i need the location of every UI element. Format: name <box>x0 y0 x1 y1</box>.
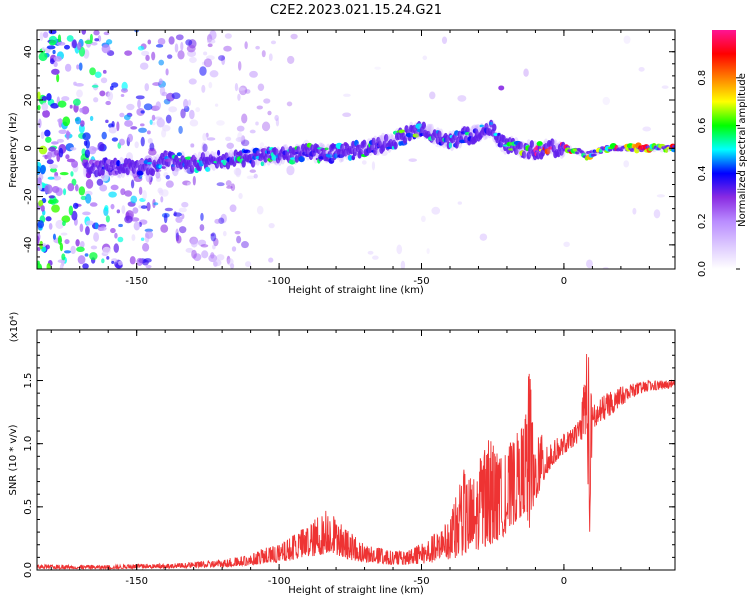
x-tick-label: -100 <box>268 276 291 287</box>
x-tick-label: -100 <box>268 576 291 587</box>
snr-x-ticks: -150 -100 -50 0 <box>50 330 650 587</box>
x-tick-label: 0 <box>561 276 567 287</box>
spectrogram-x-label: Height of straight line (km) <box>288 285 424 296</box>
y-tick-label: -40 <box>23 237 34 253</box>
x-tick-label: -150 <box>125 276 148 287</box>
snr-x-label: Height of straight line (km) <box>288 585 424 596</box>
chart-title: C2E2.2023.021.15.24.G21 <box>270 3 442 18</box>
colorbar-label: Normalized spectral amplitude <box>737 73 748 227</box>
spectrogram-y-label: Frequency (Hz) <box>8 112 19 188</box>
snr-scale-note: (x10⁴) <box>9 312 20 343</box>
y-tick-label: 40 <box>23 45 34 58</box>
spectrogram-y-ticks: -40 -20 0 20 40 <box>23 39 675 270</box>
colorbar-ticks: 0.0 0.2 0.4 0.6 0.8 <box>697 70 740 277</box>
x-tick-label: -50 <box>413 276 429 287</box>
spectrogram-frame <box>36 29 676 270</box>
colorbar-gradient <box>712 30 736 269</box>
snr-panel: -150 -100 -50 0 0.0 0.5 1.0 1.5 Height of stra… <box>8 312 676 596</box>
colorbar-tick-label: 0.8 <box>697 70 708 86</box>
y-tick-label: 0.5 <box>23 499 34 515</box>
x-tick-label: 0 <box>561 576 567 587</box>
spectrogram-panel: -150 -100 -50 0 -40 -20 0 20 40 Height of strai… <box>8 29 676 296</box>
y-tick-label: 0 <box>23 145 34 151</box>
y-tick-label: 0.0 <box>23 562 34 578</box>
spectrogram-x-ticks: -150 -100 -50 0 <box>50 30 650 287</box>
x-tick-label: -50 <box>413 576 429 587</box>
colorbar-tick-label: 0.0 <box>697 261 708 277</box>
snr-frame <box>36 329 676 571</box>
y-tick-label: 20 <box>23 94 34 107</box>
snr-line <box>37 353 675 570</box>
colorbar-tick-label: 0.4 <box>697 165 708 181</box>
colorbar-tick-label: 0.2 <box>697 213 708 229</box>
snr-y-ticks: 0.0 0.5 1.0 1.5 <box>23 342 675 578</box>
snr-y-label: SNR (10 * v/v) <box>8 424 19 495</box>
colorbar-tick-label: 0.6 <box>697 118 708 134</box>
colorbar: 0.0 0.2 0.4 0.6 0.8 Normalized spectral ampl… <box>697 30 748 277</box>
y-tick-label: -20 <box>23 188 34 204</box>
x-tick-label: -150 <box>125 576 148 587</box>
spectrogram-heatmap <box>37 30 675 269</box>
y-tick-label: 1.0 <box>23 436 34 452</box>
y-tick-label: 1.5 <box>23 373 34 389</box>
